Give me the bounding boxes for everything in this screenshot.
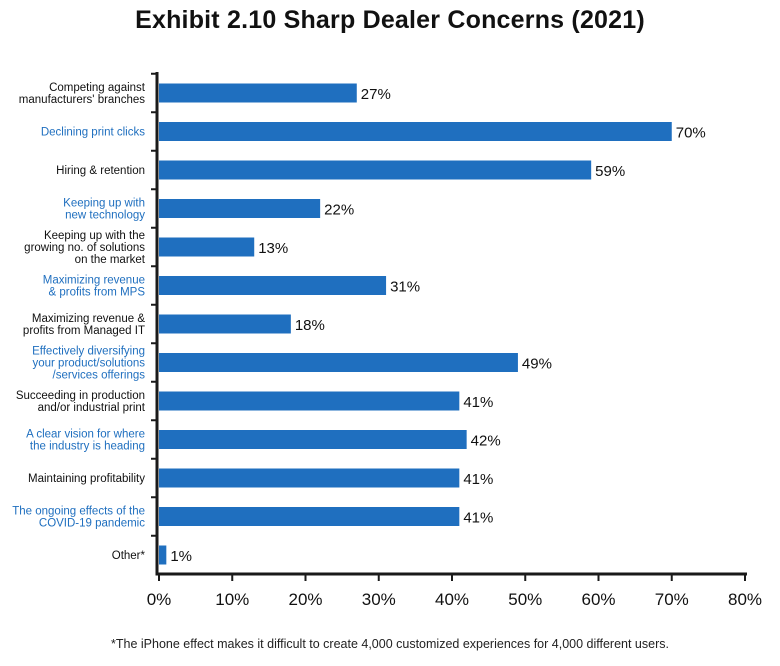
value-label: 13% [258,240,288,257]
category-label-line: Maximizing revenue & [32,313,145,325]
category-label-line: profits from Managed IT [23,325,145,337]
x-tick-label: 60% [581,590,615,609]
x-tick-label: 80% [728,590,762,609]
bar [159,353,518,372]
bar [159,276,387,295]
bar [159,199,321,218]
category-label-line: manufacturers' branches [19,94,145,106]
category-label: Maximizing revenue & profits from MPS [43,275,146,299]
chart-title: Exhibit 2.10 Sharp Dealer Concerns (2021… [135,6,645,34]
category-label-line: Other* [112,550,146,562]
category-label: Competing against manufacturers' branches [19,82,146,106]
bar [159,468,460,488]
category-label-line: on the market [75,254,146,266]
x-tick-label: 10% [215,590,249,609]
category-label-line: Maintaining profitability [28,473,145,485]
category-label-line: COVID-19 pandemic [39,518,145,530]
x-tick-label: 70% [655,590,689,609]
category-label: Other* [112,550,146,562]
bar [159,545,167,565]
category-label-line: & profits from MPS [49,287,146,299]
category-label-line: /services offerings [53,370,146,382]
value-label: 18% [295,317,325,334]
category-label-line: Maximizing revenue [43,275,145,287]
category-label-line: Hiring & retention [56,165,145,177]
bar [159,237,255,257]
x-tick-label: 20% [288,590,322,609]
category-label: Hiring & retention [56,165,145,177]
value-label: 70% [676,125,706,142]
bar [159,430,467,449]
bar [159,314,291,334]
bar [159,160,592,180]
category-label-line: the industry is heading [30,441,145,453]
value-label: 31% [390,279,420,296]
category-label: A clear vision for where the industry is … [26,429,145,453]
bar [159,507,460,526]
category-label-line: Declining print clicks [41,127,145,139]
category-label: Maximizing revenue & profits from Managed… [23,313,145,337]
value-label: 22% [324,202,354,219]
category-label-line: growing no. of solutions [24,242,145,254]
bar [159,391,460,411]
category-label: Effectively diversifying your product/sol… [32,346,145,382]
category-label: Succeeding in production and/or industria… [16,390,146,414]
category-label-line: Keeping up with [63,198,145,210]
category-label: Keeping up with the growing no. of soluti… [24,230,146,266]
bar [159,122,672,141]
value-label: 41% [463,394,493,411]
x-tick-label: 30% [362,590,396,609]
value-label: 42% [471,433,501,450]
value-label: 1% [170,548,192,565]
value-label: 49% [522,356,552,373]
category-label-line: your product/solutions [32,358,145,370]
value-label: 41% [463,510,493,527]
category-label-line: and/or industrial print [38,402,146,414]
category-label-line: The ongoing effects of the [12,506,145,518]
bar [159,83,357,103]
x-tick-label: 50% [508,590,542,609]
category-label-line: Succeeding in production [16,390,145,402]
value-label: 27% [361,86,391,103]
x-tick-label: 40% [435,590,469,609]
category-label-line: Effectively diversifying [32,346,145,358]
value-label: 41% [463,471,493,488]
category-label: Keeping up with new technology [63,198,145,222]
category-label-line: Keeping up with the [44,230,145,242]
category-label-line: new technology [65,210,145,222]
chart-footnote: *The iPhone effect makes it difficult to… [111,637,669,651]
value-label: 59% [595,163,625,180]
category-label-line: Competing against [49,82,146,94]
x-tick-label: 0% [147,590,172,609]
category-label: Declining print clicks [41,127,145,139]
category-label: The ongoing effects of the COVID-19 pande… [12,506,145,530]
category-label: Maintaining profitability [28,473,145,485]
category-label-line: A clear vision for where [26,429,145,441]
